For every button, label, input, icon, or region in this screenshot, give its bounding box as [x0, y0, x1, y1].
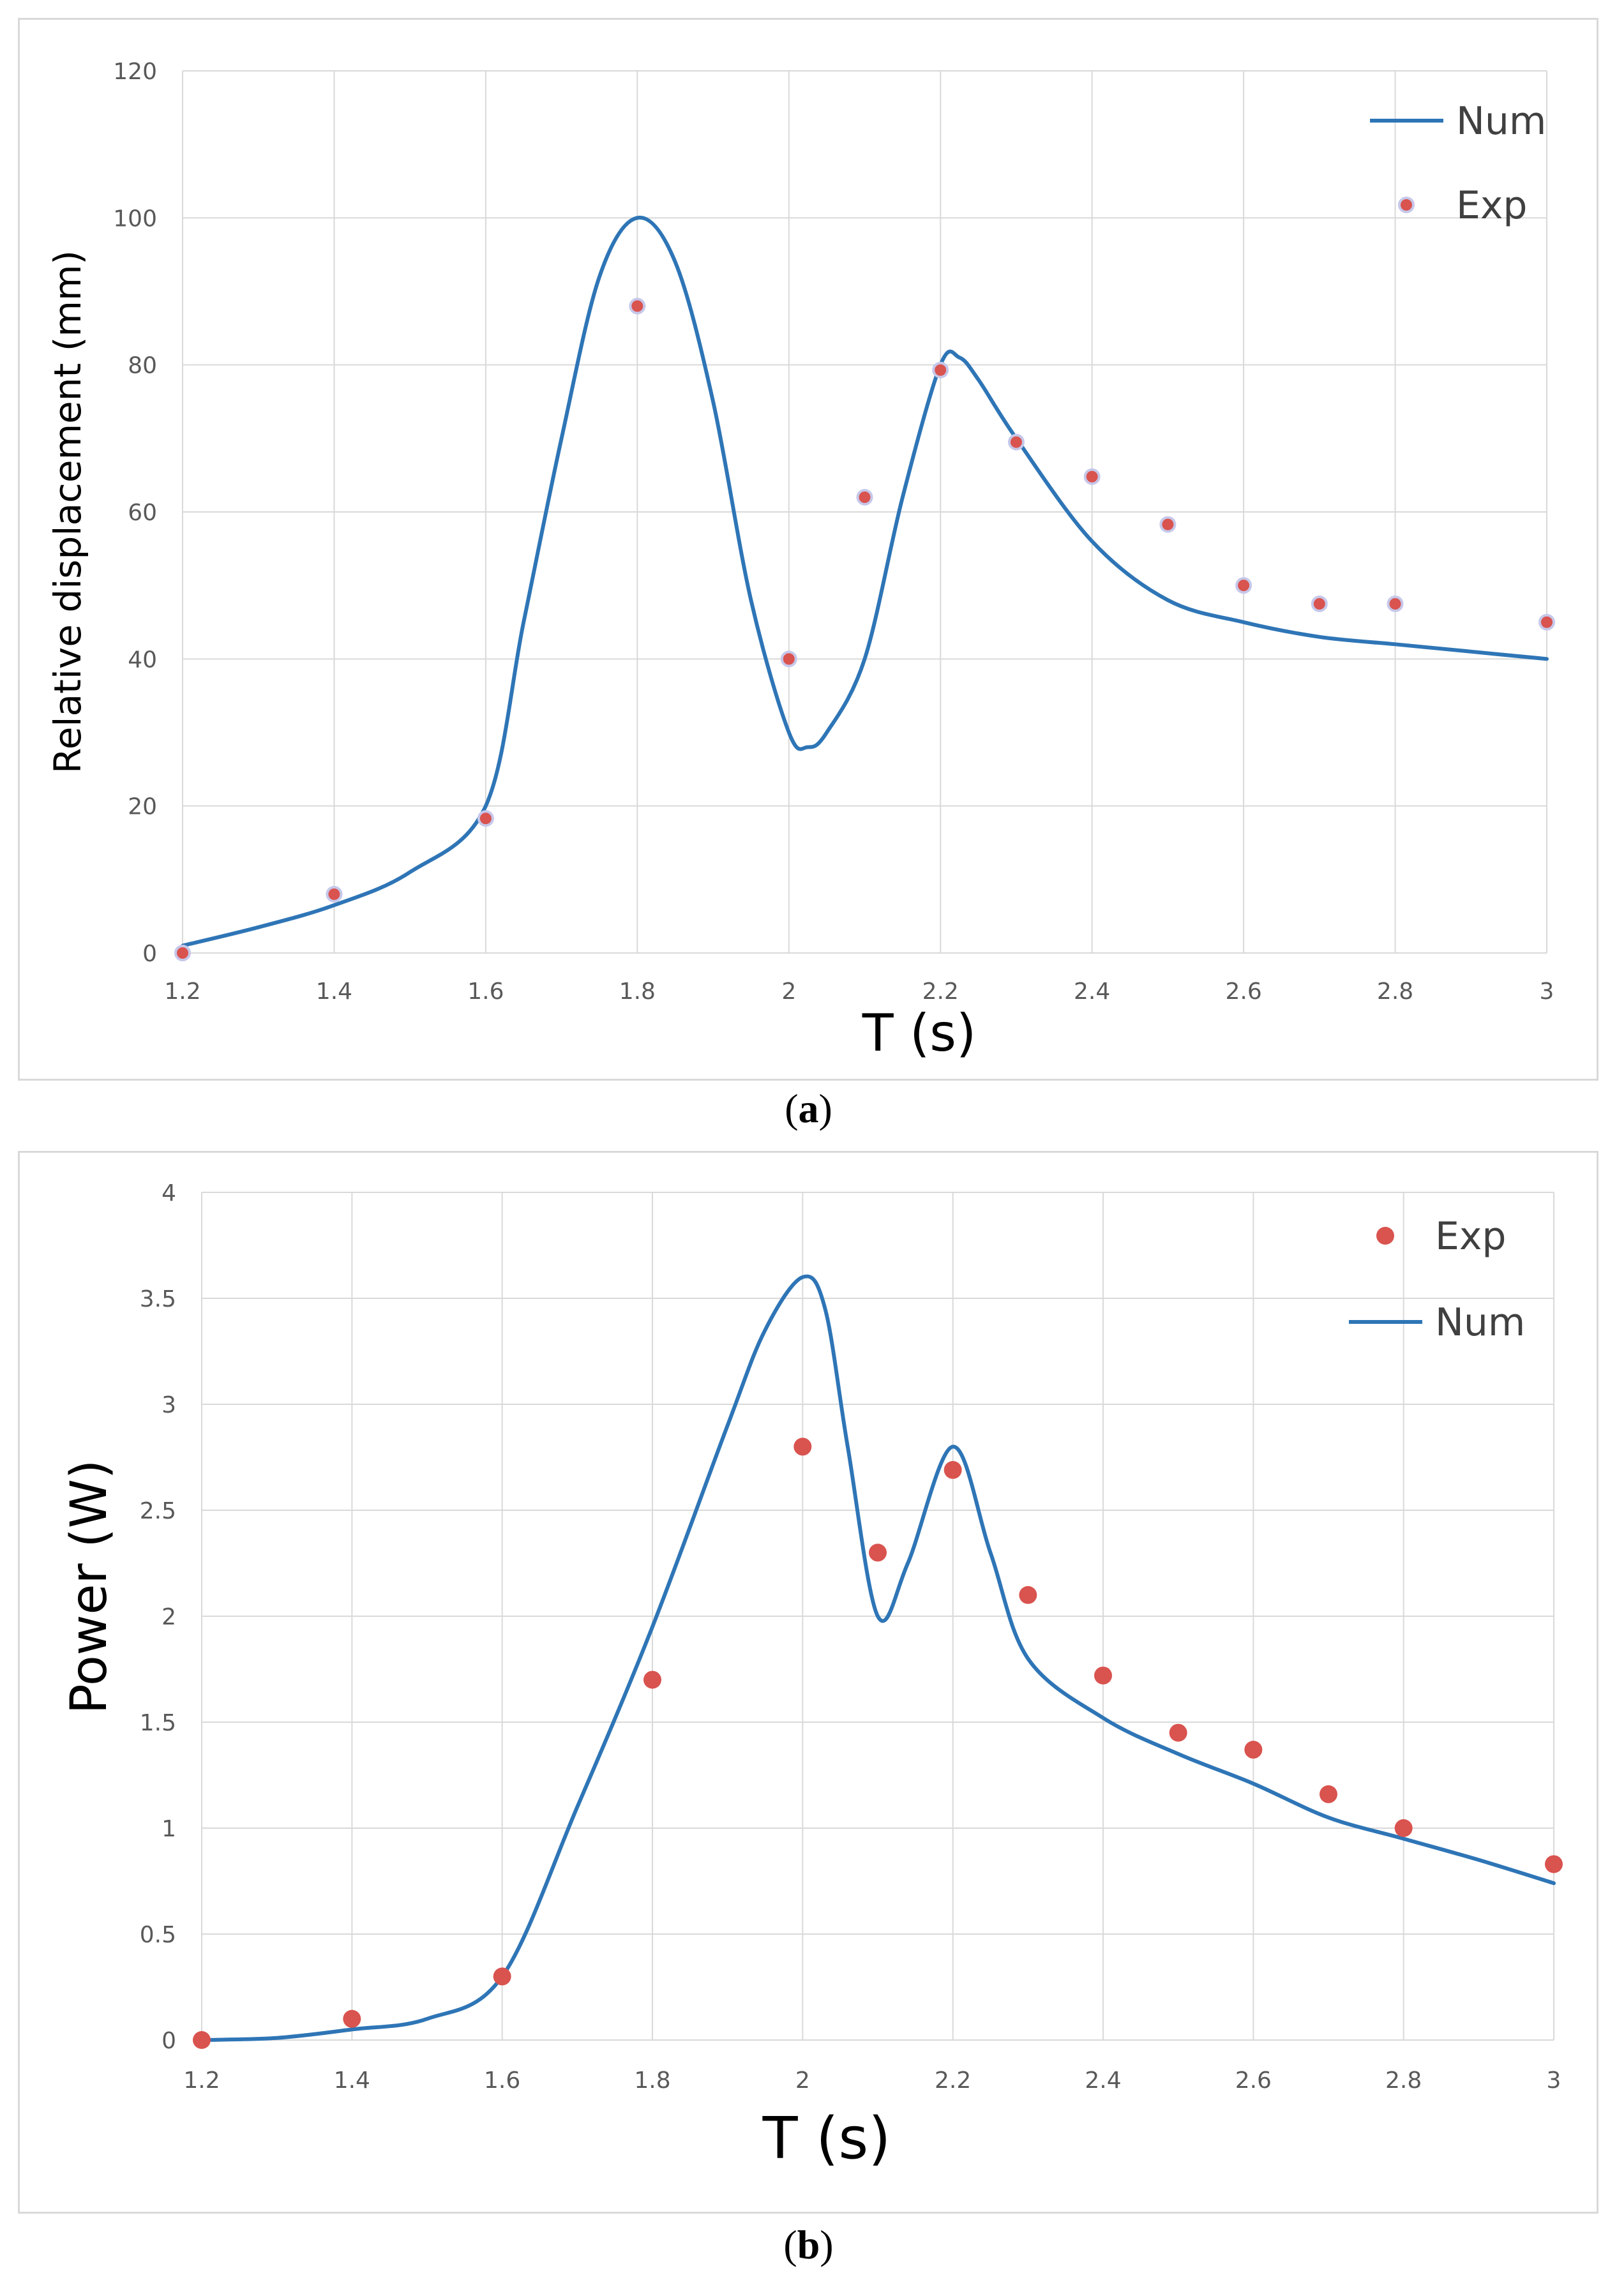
caption-a-label: a [798, 1086, 819, 1131]
y-tick-label-b-1: 0.5 [140, 1922, 176, 1948]
x-axis-title-b: T (s) [762, 2105, 891, 2172]
exp-point-b-9 [1169, 1723, 1187, 1742]
x-tick-label-a-2: 1.6 [467, 979, 504, 1005]
x-tick-label-a-5: 2.2 [922, 979, 959, 1005]
exp-point-a-8 [1083, 468, 1101, 485]
legend-exp-swatch-a [1398, 197, 1415, 213]
exp-point-b-5 [869, 1543, 887, 1562]
exp-point-a-11 [1311, 595, 1328, 612]
y-tick-label-b-8: 4 [162, 1180, 176, 1206]
exp-point-b-11 [1320, 1785, 1337, 1803]
chart-panel-b: 0 0.5 1 1.5 2 2.5 3 3.5 4 1.2 1.4 1.6 1.8 2 2.2 2.4 2.6… [18, 1151, 1598, 2214]
legend-b: Exp Num [1349, 1214, 1525, 1345]
exp-point-a-1 [326, 885, 343, 903]
x-tick-labels-a: 1.2 1.4 1.6 1.8 2 2.2 2.4 2.6 2.8 3 [164, 979, 1554, 1005]
exp-point-b-3 [643, 1670, 661, 1689]
y-tick-label-a-4: 80 [128, 353, 157, 379]
x-tick-label-a-3: 1.8 [619, 979, 656, 1005]
x-tick-label-a-9: 3 [1540, 979, 1554, 1005]
exp-point-b-6 [944, 1460, 962, 1479]
y-tick-label-b-4: 2 [162, 1604, 176, 1630]
x-tick-label-b-3: 1.8 [634, 2067, 670, 2094]
y-tick-label-a-5: 100 [113, 206, 157, 232]
x-tick-label-b-0: 1.2 [183, 2067, 220, 2094]
x-tick-label-b-9: 3 [1547, 2067, 1561, 2094]
y-tick-label-a-0: 0 [142, 941, 157, 967]
exp-point-b-7 [1019, 1586, 1037, 1604]
y-tick-label-a-2: 40 [128, 647, 157, 673]
y-tick-label-b-6: 3 [162, 1392, 176, 1418]
exp-point-a-3 [629, 297, 646, 315]
x-tick-label-a-6: 2.4 [1074, 979, 1110, 1005]
x-axis-title-a: T (s) [862, 1003, 976, 1063]
x-tick-labels-b: 1.2 1.4 1.6 1.8 2 2.2 2.4 2.6 2.8 3 [183, 2067, 1561, 2094]
exp-point-a-13 [1538, 613, 1555, 631]
exp-point-b-12 [1394, 1819, 1413, 1837]
x-tick-label-b-5: 2.2 [935, 2067, 971, 2094]
exp-point-b-4 [793, 1437, 812, 1456]
exp-point-a-4 [780, 650, 797, 668]
x-tick-label-a-7: 2.6 [1225, 979, 1261, 1005]
y-tick-label-b-5: 2.5 [140, 1498, 176, 1524]
y-tick-labels-a: 0 20 40 60 80 100 120 [113, 59, 157, 967]
exp-point-a-12 [1387, 595, 1404, 612]
x-tick-label-a-1: 1.4 [316, 979, 352, 1005]
exp-point-b-10 [1244, 1741, 1263, 1759]
y-tick-label-a-3: 60 [128, 500, 157, 526]
legend-exp-swatch-b [1376, 1227, 1394, 1245]
chart-a-svg: 0 20 40 60 80 100 120 1.2 1.4 1.6 1.8 2 2.2 2.4 2.6 2.… [46, 59, 1555, 1063]
exp-point-a-10 [1235, 577, 1252, 594]
exp-point-a-0 [174, 945, 191, 961]
legend-a: Num Exp [1370, 99, 1546, 228]
y-tick-label-b-2: 1 [162, 1816, 176, 1842]
caption-a: (a) [785, 1086, 832, 1131]
y-tick-label-a-1: 20 [128, 794, 157, 820]
num-series-line-a [181, 215, 1549, 948]
y-tick-labels-b: 0 0.5 1 1.5 2 2.5 3 3.5 4 [140, 1180, 176, 2054]
y-tick-label-b-7: 3.5 [140, 1286, 176, 1312]
legend-exp-label-a: Exp [1456, 183, 1528, 228]
exp-point-b-0 [193, 2031, 211, 2049]
exp-point-a-6 [932, 361, 949, 379]
series-b [193, 1274, 1563, 2049]
x-tick-label-b-2: 1.6 [484, 2067, 520, 2094]
exp-point-a-9 [1159, 516, 1177, 533]
exp-point-b-1 [343, 2009, 361, 2028]
exp-point-b-13 [1545, 1855, 1563, 1873]
y-axis-title-b: Power (W) [61, 1460, 118, 1714]
legend-exp-label-b: Exp [1435, 1214, 1507, 1259]
exp-point-a-7 [1007, 433, 1025, 451]
caption-b-label: b [797, 2222, 820, 2267]
y-tick-label-a-6: 120 [113, 59, 157, 85]
series-a [174, 215, 1555, 961]
legend-num-label-b: Num [1435, 1300, 1525, 1345]
caption-b: (b) [783, 2222, 834, 2267]
x-tick-label-a-8: 2.8 [1377, 979, 1413, 1005]
chart-b-svg: 0 0.5 1 1.5 2 2.5 3 3.5 4 1.2 1.4 1.6 1.8 2 2.2 2.4 2.6… [61, 1180, 1563, 2172]
x-tick-label-b-1: 1.4 [334, 2067, 370, 2094]
x-tick-label-b-6: 2.4 [1085, 2067, 1121, 2094]
x-tick-label-b-4: 2 [795, 2067, 810, 2094]
x-tick-label-a-0: 1.2 [164, 979, 200, 1005]
exp-point-b-8 [1094, 1666, 1112, 1684]
y-tick-label-b-0: 0 [162, 2028, 176, 2054]
x-tick-label-b-7: 2.6 [1235, 2067, 1272, 2094]
exp-point-b-2 [493, 1967, 511, 1986]
y-tick-label-b-3: 1.5 [140, 1710, 176, 1736]
num-series-line-b [200, 1274, 1556, 2042]
chart-panel-a: 0 20 40 60 80 100 120 1.2 1.4 1.6 1.8 2 2.2 2.4 2.6 2.… [18, 18, 1598, 1081]
grid-a [182, 70, 1547, 954]
grid-b [201, 1192, 1554, 2041]
y-axis-title-a: Relative displacement (mm) [46, 250, 89, 774]
x-tick-label-b-8: 2.8 [1385, 2067, 1422, 2094]
exp-point-a-2 [477, 810, 494, 827]
exp-point-a-5 [856, 488, 873, 506]
legend-num-label-a: Num [1456, 99, 1546, 144]
x-tick-label-a-4: 2 [781, 979, 796, 1005]
